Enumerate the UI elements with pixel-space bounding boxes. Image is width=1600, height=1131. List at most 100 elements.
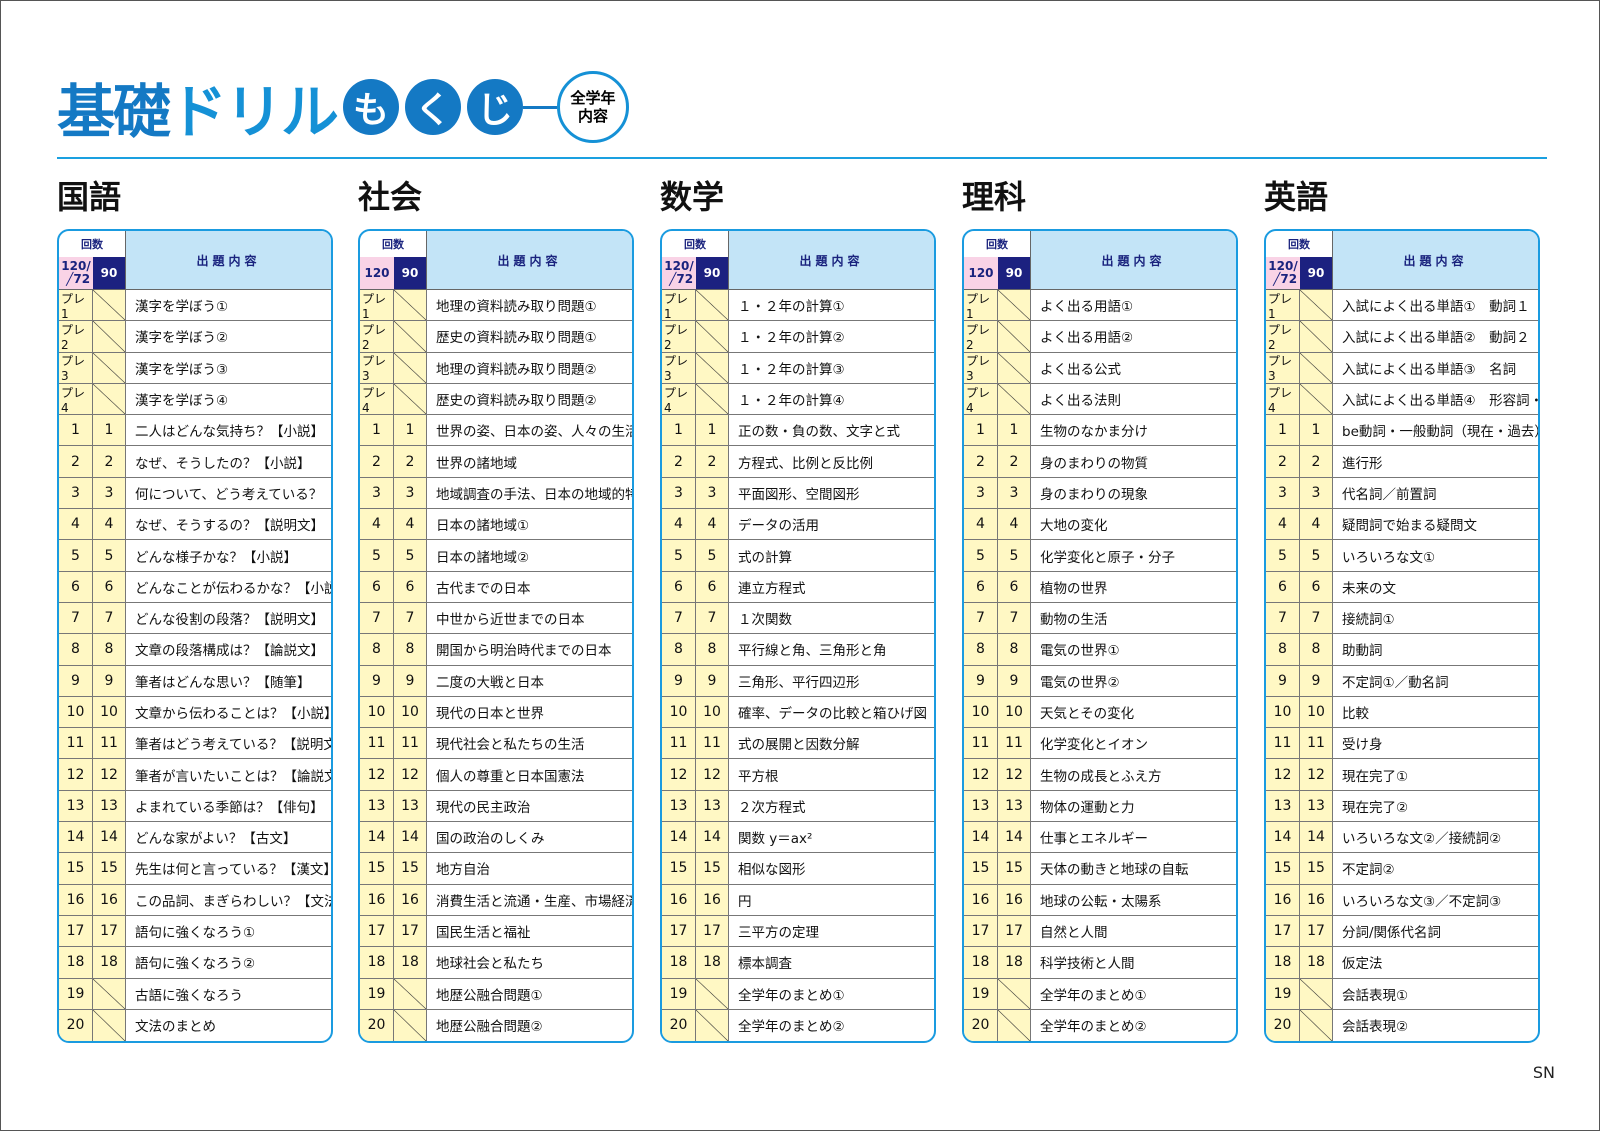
session-90: 18 (1300, 947, 1333, 978)
content-cell: 全学年のまとめ① (1040, 987, 1147, 1004)
table-row: 18 18 仮定法 (1266, 947, 1538, 979)
table-row: プレ2 漢字を学ぼう② (59, 321, 331, 353)
content-cell: 円 (738, 893, 752, 910)
session-120: 2 (360, 446, 394, 477)
table-row: 17 17 三平方の定理 (662, 915, 934, 948)
session-120: 9 (662, 665, 696, 696)
content-cell: 現代の日本と世界 (436, 706, 544, 722)
session-90: 9 (394, 665, 427, 696)
session-120: 10 (360, 696, 394, 728)
session-90: 4 (394, 509, 427, 540)
session-90: 3 (93, 477, 126, 509)
content-cell: いろいろな文③／不定詞③ (1342, 893, 1502, 910)
content-cell: 身のまわりの現象 (1040, 486, 1148, 503)
session-120: 3 (1266, 477, 1300, 509)
session-90: 11 (998, 728, 1031, 759)
slash-cell (394, 290, 427, 321)
table-row: プレ3 １・２年の計算③ (662, 352, 934, 384)
session-120: プレ3 (964, 352, 998, 383)
col-120-label: 120 (360, 257, 394, 289)
session-120: 4 (59, 509, 93, 540)
slash-cell (93, 1009, 126, 1042)
count-label: 回数 (684, 238, 706, 251)
session-120: 13 (360, 790, 394, 822)
count-label: 回数 (81, 238, 103, 251)
table-row: 6 6 植物の世界 (964, 571, 1236, 603)
session-90: 11 (394, 728, 427, 759)
content-cell: 仮定法 (1342, 956, 1383, 973)
session-120: 12 (1266, 759, 1300, 790)
session-120: 16 (360, 884, 394, 915)
table-row: 14 14 どんな家がよい？【古文】 (59, 822, 331, 854)
session-90: 5 (696, 540, 729, 571)
table-row: 18 18 標本調査 (662, 947, 934, 979)
session-90: 5 (394, 540, 427, 571)
content-cell: 現在完了② (1342, 799, 1409, 816)
count-columns: 120/ ╱72 90 (1266, 257, 1332, 289)
table-row: 16 16 消費生活と流通・生産、市場経済と金融 (360, 884, 632, 916)
session-120: プレ4 (964, 383, 998, 415)
slash-cell (998, 1009, 1031, 1042)
table-header: 回数 120/ ╱72 90 出題内容 (59, 231, 331, 290)
session-120: プレ3 (360, 352, 394, 383)
session-90: 5 (998, 540, 1031, 571)
session-120: 18 (964, 947, 998, 978)
content-cell: 化学変化とイオン (1040, 737, 1148, 754)
session-120: 6 (360, 571, 394, 602)
table-row: 18 18 語句に強くなろう② (59, 947, 331, 979)
content-cell: 歴史の資料読み取り問題② (436, 393, 597, 410)
content-cell: 現代社会と私たちの生活 (436, 737, 585, 754)
content-cell: 入試によく出る単語② 動詞２ (1342, 330, 1530, 347)
session-90: 2 (696, 446, 729, 477)
subject-heading: 数学 (660, 178, 725, 216)
table-row: 19 全学年のまとめ① (964, 978, 1236, 1010)
session-120: 19 (964, 978, 998, 1009)
table-row: 1 1 be動詞・一般動詞（現在・過去） (1266, 415, 1538, 447)
session-120: 4 (662, 509, 696, 540)
content-cell: 式の計算 (738, 549, 792, 566)
session-120: 4 (360, 509, 394, 540)
slash-cell (696, 978, 729, 1009)
session-90: 14 (394, 822, 427, 853)
content-cell: 古代までの日本 (436, 580, 531, 597)
content-cell: 地歴公融合問題② (436, 1019, 543, 1036)
session-120: 4 (964, 509, 998, 540)
session-90: 16 (93, 884, 126, 915)
slash-cell (1300, 352, 1333, 383)
table-row: プレ4 １・２年の計算④ (662, 383, 934, 416)
session-90: 16 (1300, 884, 1333, 915)
content-cell: 文章の段落構成は？【論説文】 (135, 643, 324, 660)
session-120: 14 (964, 822, 998, 853)
count-header: 回数 120/ ╱72 90 (1266, 231, 1333, 289)
session-90: 7 (696, 602, 729, 634)
content-cell: 比較 (1342, 706, 1369, 722)
session-120: 18 (59, 947, 93, 978)
table-row: プレ1 入試によく出る単語① 動詞１ (1266, 290, 1538, 322)
table-row: プレ1 よく出る用語① (964, 290, 1236, 322)
contents-table: 回数 120 90 出題内容 プレ1 よく出る用語① プレ2 よく出る用語② プレ… (962, 229, 1238, 1044)
session-90: 1 (696, 415, 729, 446)
session-90: 8 (696, 634, 729, 665)
table-row: 19 古語に強くなろう (59, 978, 331, 1010)
table-row: 2 2 進行形 (1266, 446, 1538, 478)
content-cell: 開国から明治時代までの日本 (436, 643, 612, 660)
content-cell: 不定詞①／動名詞 (1342, 674, 1449, 691)
session-120: 14 (662, 822, 696, 853)
subject-section: 社会 回数 120 90 出題内容 プレ1 地理の資料読み取り問題① プレ2 歴史… (358, 177, 634, 1044)
subject-heading: 理科 (962, 178, 1027, 216)
session-120: 10 (59, 696, 93, 728)
subject-heading: 国語 (57, 178, 122, 216)
session-120: 8 (662, 634, 696, 665)
slash-cell (93, 352, 126, 383)
session-120: 20 (964, 1009, 998, 1042)
session-90: 10 (696, 696, 729, 728)
session-90: 8 (998, 634, 1031, 665)
session-120: 17 (59, 915, 93, 947)
session-90: 7 (1300, 602, 1333, 634)
session-90: 15 (1300, 853, 1333, 884)
session-120: 8 (360, 634, 394, 665)
content-cell: よく出る用語① (1040, 299, 1134, 316)
table-row: 16 16 円 (662, 884, 934, 916)
table-row: 3 3 地域調査の手法、日本の地域的特色 (360, 477, 632, 510)
session-90: 17 (93, 915, 126, 947)
